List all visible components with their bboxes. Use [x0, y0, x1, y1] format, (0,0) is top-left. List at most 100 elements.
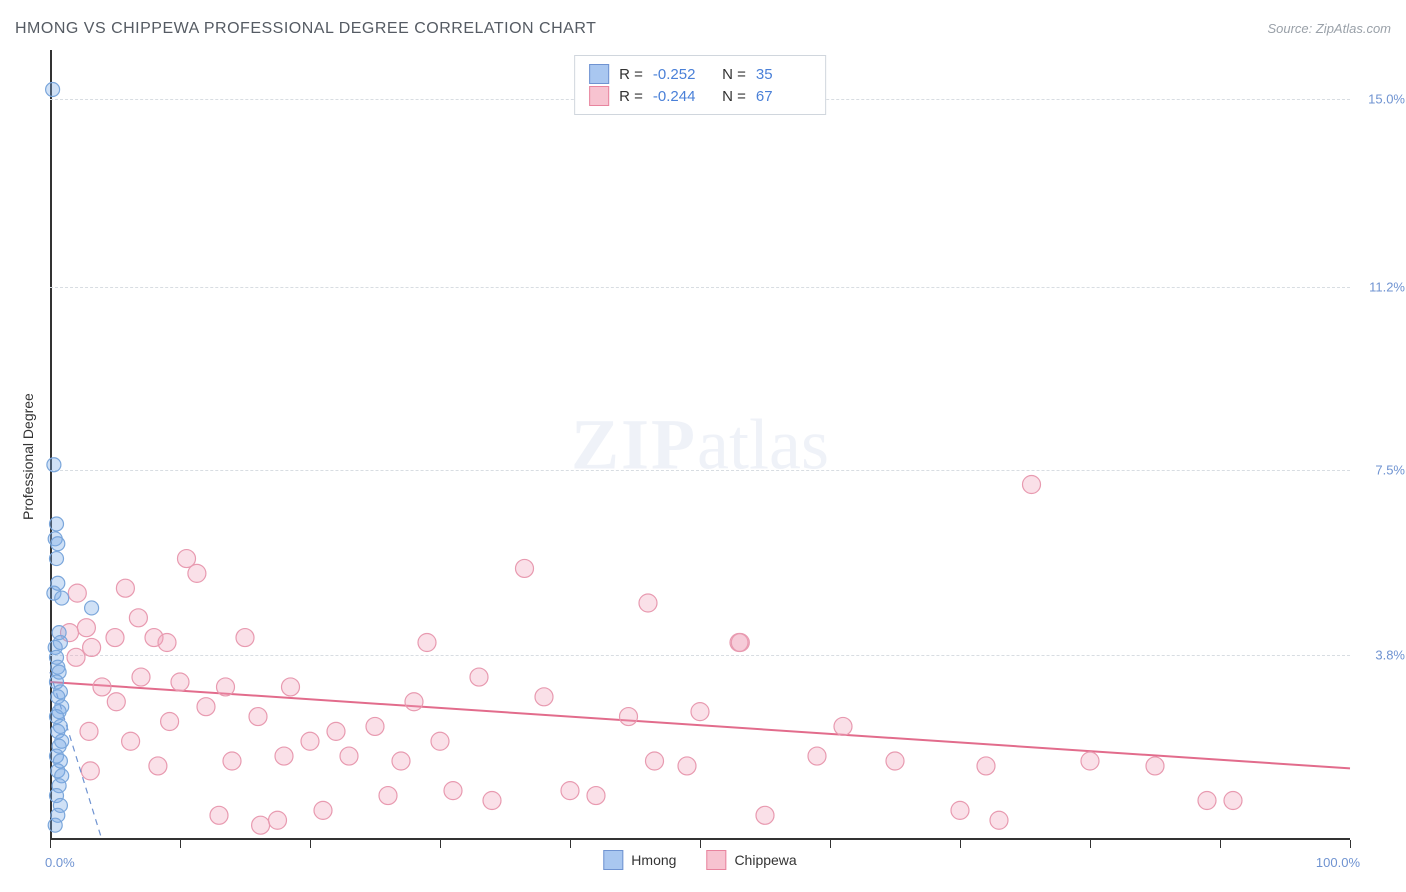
- chippewa-point: [188, 564, 206, 582]
- x-tick: [570, 840, 572, 848]
- n-label: N =: [718, 88, 746, 105]
- chippewa-point: [808, 747, 826, 765]
- hmong-point: [50, 517, 64, 531]
- hmong-point: [46, 83, 60, 97]
- x-tick: [310, 840, 312, 848]
- chippewa-point: [67, 648, 85, 666]
- plot-area: ZIPatlas 0.0% 100.0% R =-0.252 N =35R =-…: [50, 50, 1350, 840]
- r-label: R =: [619, 66, 643, 83]
- y-axis-label: Professional Degree: [20, 393, 36, 520]
- chart-title: HMONG VS CHIPPEWA PROFESSIONAL DEGREE CO…: [15, 20, 596, 38]
- chippewa-point: [252, 816, 270, 834]
- x-axis-min-label: 0.0%: [45, 855, 75, 870]
- chippewa-point: [1198, 792, 1216, 810]
- correlation-legend-row: R =-0.244 N =67: [589, 86, 811, 106]
- chippewa-point: [116, 579, 134, 597]
- chippewa-point: [77, 619, 95, 637]
- chippewa-point: [639, 594, 657, 612]
- hmong-point: [85, 601, 99, 615]
- x-tick: [960, 840, 962, 848]
- chippewa-point: [210, 806, 228, 824]
- chippewa-point: [516, 559, 534, 577]
- chippewa-point: [171, 673, 189, 691]
- y-tick-label: 3.8%: [1355, 647, 1405, 662]
- x-tick: [50, 840, 52, 848]
- x-tick: [700, 840, 702, 848]
- chippewa-point: [834, 717, 852, 735]
- hmong-point: [48, 818, 62, 832]
- chippewa-point: [620, 708, 638, 726]
- chippewa-point: [886, 752, 904, 770]
- chippewa-point: [366, 717, 384, 735]
- r-label: R =: [619, 88, 643, 105]
- chippewa-point: [93, 678, 111, 696]
- chippewa-point: [405, 693, 423, 711]
- x-axis-max-label: 100.0%: [1316, 855, 1360, 870]
- hmong-point: [47, 458, 61, 472]
- chippewa-point: [236, 629, 254, 647]
- chippewa-point: [340, 747, 358, 765]
- chippewa-point: [535, 688, 553, 706]
- r-value: -0.244: [653, 88, 708, 105]
- chippewa-point: [106, 629, 124, 647]
- correlation-legend: R =-0.252 N =35R =-0.244 N =67: [574, 55, 826, 115]
- chippewa-point: [1224, 792, 1242, 810]
- chippewa-point: [470, 668, 488, 686]
- chippewa-point: [282, 678, 300, 696]
- chippewa-point: [1146, 757, 1164, 775]
- legend-label: Chippewa: [734, 852, 796, 868]
- series-legend: Hmong Chippewa: [603, 850, 796, 870]
- chippewa-point: [275, 747, 293, 765]
- chippewa-point: [327, 722, 345, 740]
- chippewa-point: [132, 668, 150, 686]
- chippewa-trendline: [50, 682, 1350, 768]
- chippewa-point: [392, 752, 410, 770]
- chippewa-point: [756, 806, 774, 824]
- y-tick-label: 11.2%: [1355, 280, 1405, 295]
- correlation-legend-row: R = -0.252 N = 35: [589, 64, 811, 84]
- chippewa-point: [158, 634, 176, 652]
- chippewa-point: [587, 787, 605, 805]
- scatter-svg: [50, 50, 1350, 840]
- chippewa-point: [691, 703, 709, 721]
- chippewa-point: [223, 752, 241, 770]
- chippewa-point: [431, 732, 449, 750]
- chippewa-point: [161, 713, 179, 731]
- legend-swatch: [589, 86, 609, 106]
- x-tick: [1090, 840, 1092, 848]
- x-tick: [180, 840, 182, 848]
- chippewa-point: [1081, 752, 1099, 770]
- y-tick-label: 15.0%: [1355, 92, 1405, 107]
- chippewa-point: [483, 792, 501, 810]
- chippewa-point: [418, 634, 436, 652]
- r-value: -0.252: [653, 66, 708, 83]
- legend-label: Hmong: [631, 852, 676, 868]
- hmong-point: [51, 537, 65, 551]
- chippewa-point: [269, 811, 287, 829]
- chippewa-point: [217, 678, 235, 696]
- n-label: N =: [718, 66, 746, 83]
- hmong-point: [55, 591, 69, 605]
- x-tick: [1350, 840, 1352, 848]
- chippewa-point: [83, 638, 101, 656]
- series-legend-item: Hmong: [603, 850, 676, 870]
- chippewa-point: [129, 609, 147, 627]
- chippewa-point: [122, 732, 140, 750]
- chippewa-point: [107, 693, 125, 711]
- legend-swatch: [589, 64, 609, 84]
- chippewa-point: [561, 782, 579, 800]
- y-tick-label: 7.5%: [1355, 462, 1405, 477]
- chippewa-point: [1023, 476, 1041, 494]
- chippewa-point: [379, 787, 397, 805]
- chippewa-point: [81, 762, 99, 780]
- chart-container: HMONG VS CHIPPEWA PROFESSIONAL DEGREE CO…: [0, 0, 1406, 892]
- chippewa-point: [731, 634, 749, 652]
- chippewa-point: [977, 757, 995, 775]
- n-value: 35: [756, 66, 811, 83]
- x-tick: [440, 840, 442, 848]
- x-tick: [830, 840, 832, 848]
- x-tick: [1220, 840, 1222, 848]
- chippewa-point: [68, 584, 86, 602]
- chippewa-point: [80, 722, 98, 740]
- chippewa-point: [646, 752, 664, 770]
